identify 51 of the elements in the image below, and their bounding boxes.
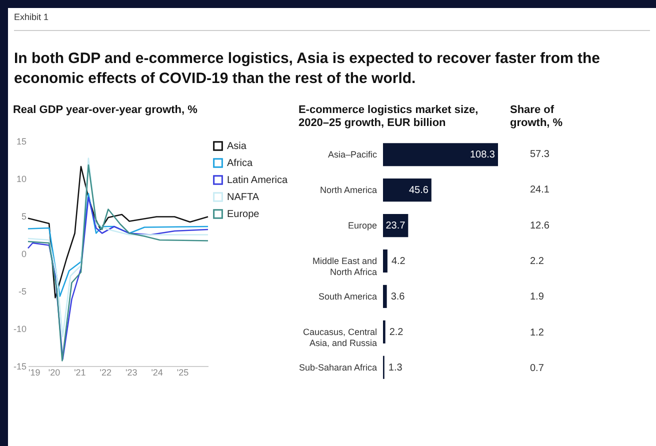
text: In both GDP and e-commerce logistics, Asia is expected to recover faster from the economic effects of COVID-19 than the rest of the world.	[14, 49, 602, 89]
y-tick-label: Europe	[348, 220, 377, 231]
text: 0.7	[530, 363, 544, 374]
y-tick-label: 10	[16, 174, 26, 184]
data-label: 2.2	[389, 326, 404, 338]
bar	[383, 178, 432, 202]
chart-title: E-commerce logistics market size, 2020–25 growth, EUR billion	[298, 104, 478, 129]
x-tick-label: '22	[100, 368, 112, 378]
y-tick-label: Middle East and North Africa	[312, 256, 377, 277]
y-tick-label: Caucasus, Central Asia, and Russia	[302, 326, 377, 348]
bar	[383, 284, 387, 308]
x-tick-label: '24	[151, 368, 163, 378]
y-tick-label: Asia–Pacific	[328, 150, 378, 160]
bar	[383, 143, 498, 166]
y-tick-label: 5	[21, 212, 26, 222]
x-tick-label: '20	[48, 368, 60, 378]
bar	[383, 249, 388, 273]
y-tick-label: -15	[13, 362, 26, 372]
text: Exhibit 1	[14, 12, 650, 31]
legend-label: Europe	[227, 209, 260, 220]
text: 1.2	[530, 327, 544, 338]
data-label: 23.7	[386, 220, 406, 232]
y-tick-label: Sub-Saharan Africa	[298, 362, 377, 372]
text: 2.2	[530, 256, 544, 267]
text: Share of growth, %	[510, 104, 563, 129]
y-tick-label: -10	[13, 324, 26, 334]
legend-label: Asia	[227, 141, 247, 152]
legend-label: Africa	[227, 158, 253, 169]
line-series	[27, 196, 209, 360]
text: 12.6	[530, 220, 550, 232]
legend-label: NAFTA	[227, 192, 260, 203]
text: 24.1	[530, 184, 550, 196]
data-label: 108.3	[470, 150, 496, 161]
text: 1.9	[530, 292, 544, 303]
x-tick-label: '19	[28, 368, 40, 378]
y-tick-label: North America	[320, 185, 377, 196]
y-tick-label: -5	[18, 286, 26, 296]
text: 57.3	[530, 148, 550, 160]
x-tick-label: '23	[125, 368, 138, 378]
y-tick-label: 0	[21, 249, 26, 259]
chart-title: Real GDP year-over-year growth, %	[12, 104, 198, 116]
data-label: 4.2	[391, 256, 406, 267]
y-tick-label: South America	[318, 291, 377, 302]
data-label: 45.6	[408, 185, 429, 196]
x-tick-label: '21	[74, 368, 86, 378]
data-label: 3.6	[390, 291, 406, 302]
y-tick-label: 15	[16, 136, 26, 146]
data-label: 1.3	[388, 362, 403, 374]
x-tick-label: '25	[176, 368, 189, 378]
line-series	[27, 166, 209, 298]
legend-label: Latin America	[227, 175, 288, 186]
